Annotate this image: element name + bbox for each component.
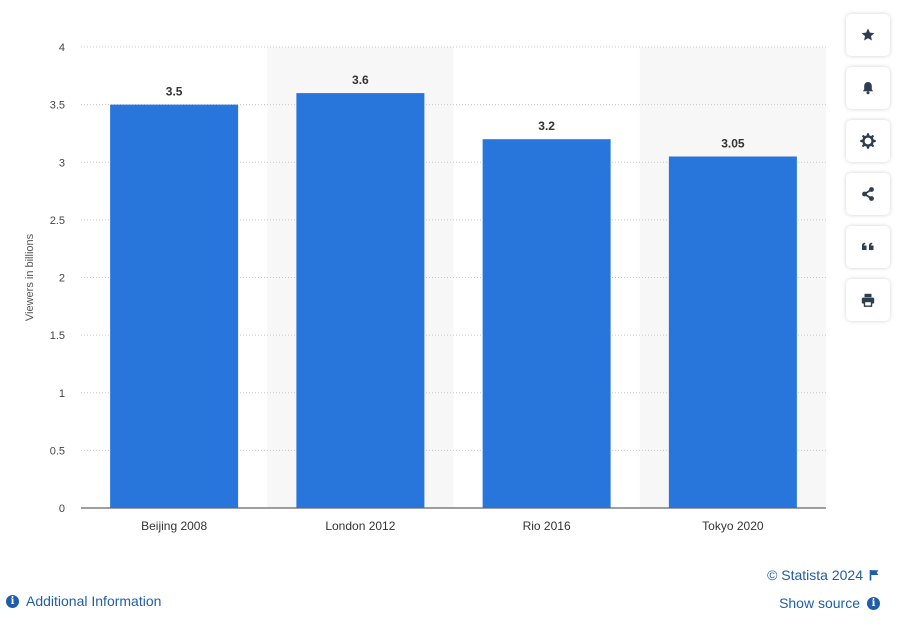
gridlines (81, 46, 826, 451)
favorite-button[interactable] (846, 14, 890, 56)
value-labels: 3.5 3.6 3.2 3.05 (166, 73, 745, 150)
chart-toolbar (846, 14, 892, 321)
gear-icon (860, 133, 876, 149)
star-icon (861, 28, 875, 41)
value-label: 3.5 (166, 85, 183, 99)
bar[interactable] (110, 104, 239, 508)
settings-button[interactable] (846, 120, 890, 162)
y-tick-label: 1 (59, 388, 65, 400)
y-tick-label: 0.5 (50, 445, 65, 457)
x-axis-labels: Beijing 2008 London 2012 Rio 2016 Tokyo 202… (141, 519, 764, 533)
bar[interactable] (668, 156, 797, 509)
bar[interactable] (482, 139, 611, 508)
show-source-label: Show source (779, 595, 860, 611)
bar-chart: 0 0.5 1 1.5 2 2.5 3 3.5 4 3.5 3.6 3.2 3.05 Beijing … (24, 42, 826, 533)
bell-icon (862, 82, 874, 95)
value-label: 3.2 (538, 119, 555, 133)
x-tick-label: London 2012 (325, 519, 395, 533)
x-tick-label: Rio 2016 (523, 519, 571, 533)
print-icon (861, 293, 875, 307)
y-tick-label: 2.5 (50, 215, 65, 227)
x-tick-label: Tokyo 2020 (702, 519, 764, 533)
value-label: 3.6 (352, 73, 369, 87)
notification-button[interactable] (846, 67, 890, 109)
y-axis-title: Viewers in billions (24, 233, 36, 321)
x-tick-label: Beijing 2008 (141, 519, 207, 533)
bars (110, 93, 797, 509)
share-button[interactable] (846, 173, 890, 215)
value-label: 3.05 (721, 136, 745, 150)
additional-information-label: Additional Information (26, 593, 162, 609)
y-tick-label: 4 (59, 42, 65, 54)
quote-icon (862, 242, 874, 250)
bar[interactable] (296, 93, 425, 508)
print-button[interactable] (846, 279, 890, 321)
copyright-label: © Statista 2024 (767, 567, 863, 583)
y-tick-label: 2 (59, 273, 65, 285)
y-tick-label: 1.5 (50, 330, 65, 342)
copyright-link[interactable]: © Statista 2024 (767, 567, 880, 583)
y-tick-label: 3.5 (50, 100, 65, 112)
info-icon: i (6, 594, 19, 608)
cite-button[interactable] (846, 226, 890, 268)
y-tick-label: 3 (59, 157, 65, 169)
show-source-link[interactable]: Show source i (779, 595, 880, 611)
flag-icon (869, 570, 879, 581)
y-tick-label: 0 (59, 503, 65, 515)
share-icon (862, 187, 874, 201)
y-axis-ticks: 0 0.5 1 1.5 2 2.5 3 3.5 4 (50, 42, 65, 515)
info-icon: i (867, 596, 880, 610)
additional-information-link[interactable]: i Additional Information (6, 593, 161, 609)
